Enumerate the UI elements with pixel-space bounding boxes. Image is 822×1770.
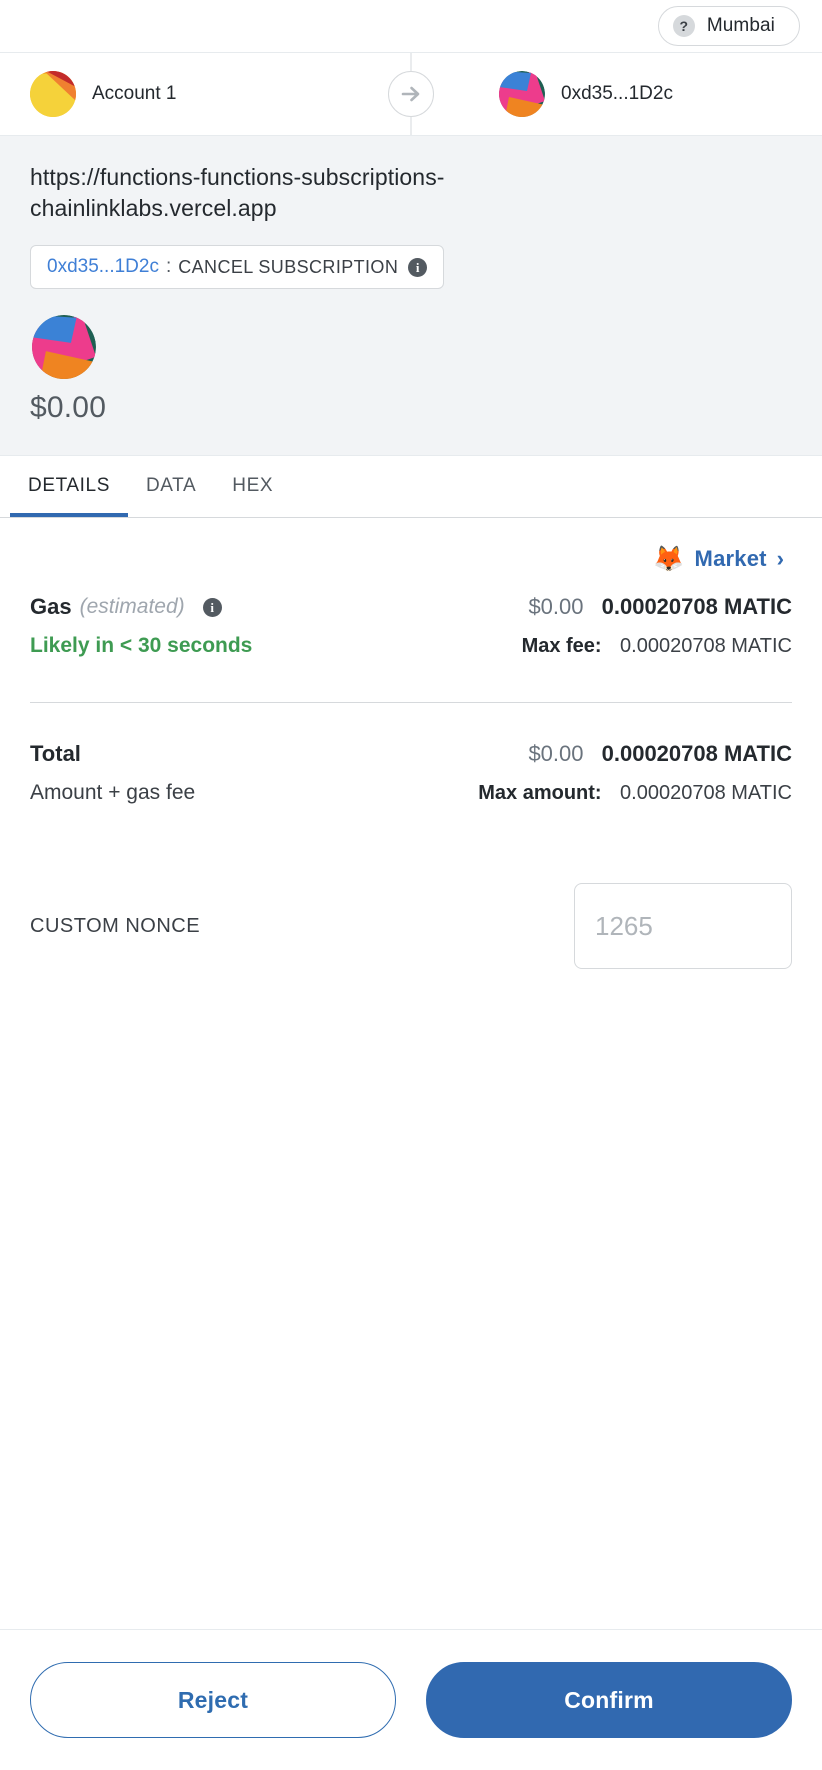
avatar	[30, 71, 76, 117]
divider-top	[410, 53, 412, 75]
token-avatar	[32, 315, 96, 380]
section-divider	[30, 702, 792, 704]
gas-label: Gas	[30, 594, 72, 620]
action-footer: Reject Confirm	[0, 1630, 822, 1770]
method-separator: :	[165, 256, 172, 278]
market-link[interactable]: 🦊 Market ›	[30, 518, 792, 572]
sender-account[interactable]: Account 1	[0, 71, 411, 117]
gas-row-primary: Gas (estimated) i $0.00 0.00020708 MATIC	[30, 594, 792, 620]
origin-url: https://functions-functions-subscription…	[30, 164, 445, 221]
max-amount-label: Max amount:	[478, 782, 602, 805]
tab-bar: DETAILS DATA HEX	[0, 456, 822, 519]
amount-block: $0.00	[30, 315, 792, 425]
chevron-right-icon: ›	[776, 546, 784, 572]
confirm-button[interactable]: Confirm	[426, 1662, 792, 1738]
arrow-right-icon	[388, 71, 434, 117]
max-fee-group: Max fee: 0.00020708 MATIC	[522, 635, 792, 658]
total-section: Total $0.00 0.00020708 MATIC Amount + ga…	[30, 741, 792, 805]
recipient-account-name: 0xd35...1D2c	[561, 83, 673, 104]
network-bar: ? Mumbai	[0, 0, 822, 52]
details-panel: 🦊 Market › Gas (estimated) i $0.00 0.000…	[0, 518, 822, 1630]
total-label: Total	[30, 741, 81, 767]
gas-fiat-value: $0.00	[528, 594, 584, 620]
avatar	[499, 71, 545, 117]
contract-address: 0xd35...1D2c	[47, 256, 159, 278]
network-selector[interactable]: ? Mumbai	[657, 6, 800, 46]
recipient-account[interactable]: 0xd35...1D2c	[411, 71, 822, 117]
gas-eta: Likely in < 30 seconds	[30, 634, 253, 658]
custom-nonce-input[interactable]	[574, 883, 792, 970]
sender-account-name: Account 1	[92, 83, 177, 104]
tab-data[interactable]: DATA	[145, 475, 197, 497]
custom-nonce-row: CUSTOM NONCE	[30, 883, 792, 970]
custom-nonce-label: CUSTOM NONCE	[30, 914, 201, 937]
tab-details[interactable]: DETAILS	[10, 475, 128, 518]
total-row-primary: Total $0.00 0.00020708 MATIC	[30, 741, 792, 767]
total-fiat-value: $0.00	[528, 741, 584, 767]
max-fee-label: Max fee:	[521, 635, 602, 658]
account-transfer-row: Account 1 0xd35...1D2c	[0, 52, 822, 136]
contract-method-pill[interactable]: 0xd35...1D2c : CANCEL SUBSCRIPTION i	[30, 245, 445, 290]
total-row-secondary: Amount + gas fee Max amount: 0.00020708 …	[30, 781, 792, 805]
info-icon[interactable]: i	[408, 257, 428, 277]
transaction-origin-block: https://functions-functions-subscription…	[0, 136, 822, 457]
total-sub-label: Amount + gas fee	[30, 781, 196, 805]
gas-label-group: Gas (estimated) i	[30, 594, 222, 620]
question-mark-icon: ?	[672, 15, 695, 37]
gas-estimated-label: (estimated)	[79, 595, 185, 619]
amount-fiat-value: $0.00	[30, 391, 107, 425]
market-label: Market	[694, 546, 767, 572]
info-icon[interactable]: i	[202, 597, 222, 617]
total-amount-group: $0.00 0.00020708 MATIC	[528, 741, 792, 767]
gas-native-value: 0.00020708 MATIC	[601, 594, 792, 620]
max-amount-group: Max amount: 0.00020708 MATIC	[478, 782, 792, 805]
divider-bottom	[410, 113, 412, 135]
gas-amount-group: $0.00 0.00020708 MATIC	[528, 594, 792, 620]
fox-icon: 🦊	[653, 544, 685, 573]
reject-button[interactable]: Reject	[30, 1662, 396, 1738]
max-fee-value: 0.00020708 MATIC	[620, 635, 792, 658]
gas-row-secondary: Likely in < 30 seconds Max fee: 0.000207…	[30, 634, 792, 658]
method-name: CANCEL SUBSCRIPTION	[178, 256, 399, 277]
max-amount-value: 0.00020708 MATIC	[620, 782, 792, 805]
network-name: Mumbai	[706, 15, 775, 36]
tab-hex[interactable]: HEX	[232, 475, 274, 497]
total-native-value: 0.00020708 MATIC	[601, 741, 792, 767]
